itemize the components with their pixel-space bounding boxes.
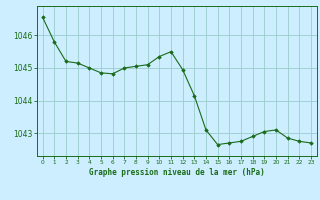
X-axis label: Graphe pression niveau de la mer (hPa): Graphe pression niveau de la mer (hPa) [89,168,265,177]
